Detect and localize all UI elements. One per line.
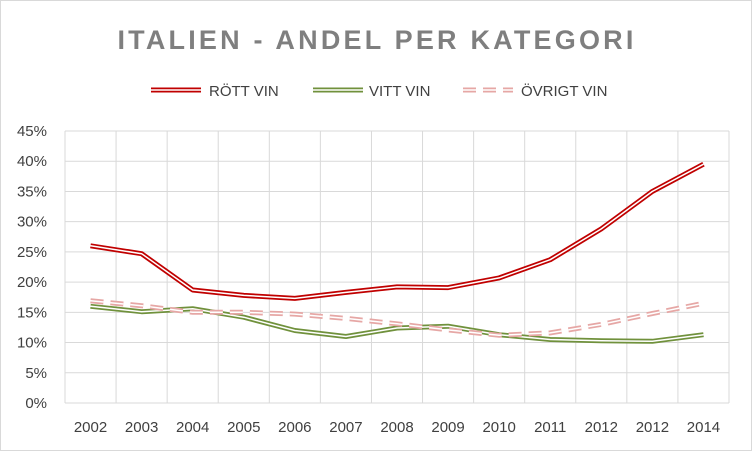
x-tick-label: 2002 bbox=[74, 419, 107, 436]
legend-item: RÖTT VIN bbox=[151, 82, 279, 100]
series-line-core bbox=[90, 163, 704, 300]
y-tick-label: 15% bbox=[17, 304, 47, 321]
series-lines bbox=[90, 161, 705, 344]
x-tick-label: 2014 bbox=[687, 419, 720, 436]
y-tick-label: 45% bbox=[17, 123, 47, 140]
x-tick-label: 2012 bbox=[585, 419, 618, 436]
legend-item: ÖVRIGT VIN bbox=[463, 82, 607, 100]
legend: RÖTT VIN VITT VIN ÖVRIGT VIN bbox=[151, 82, 607, 100]
x-tick-label: 2005 bbox=[227, 419, 260, 436]
grid bbox=[64, 130, 730, 404]
legend-label: ÖVRIGT VIN bbox=[521, 82, 607, 100]
series-2 bbox=[90, 303, 704, 344]
y-tick-label: 10% bbox=[17, 335, 47, 352]
series-3 bbox=[90, 298, 705, 338]
x-tick-label: 2006 bbox=[278, 419, 311, 436]
legend-item: VITT VIN bbox=[313, 83, 430, 100]
x-axis: 2002 2003 2004 2005 2006 2007 2008 2009 2010 2011… bbox=[74, 419, 720, 436]
y-tick-label: 35% bbox=[17, 183, 47, 200]
y-tick-label: 20% bbox=[17, 274, 47, 291]
data-point bbox=[701, 301, 705, 305]
y-axis: 0% 5% 10% 15% 20% 25% 30% 35% 40% 45% bbox=[17, 123, 47, 412]
y-tick-label: 25% bbox=[17, 244, 47, 261]
data-point bbox=[344, 316, 348, 320]
y-tick-label: 40% bbox=[17, 153, 47, 170]
series-line-core bbox=[90, 305, 704, 343]
x-tick-label: 2010 bbox=[482, 419, 515, 436]
y-tick-label: 30% bbox=[17, 214, 47, 231]
legend-label: RÖTT VIN bbox=[209, 82, 279, 100]
legend-label: VITT VIN bbox=[369, 83, 430, 100]
y-tick-label: 5% bbox=[25, 365, 47, 382]
y-tick-label: 0% bbox=[25, 395, 47, 412]
series-1 bbox=[90, 161, 705, 301]
x-tick-label: 2008 bbox=[380, 419, 413, 436]
x-tick-label: 2011 bbox=[534, 419, 566, 436]
x-tick-label: 2009 bbox=[431, 419, 464, 436]
x-tick-label: 2003 bbox=[125, 419, 158, 436]
x-tick-label: 2012 bbox=[636, 419, 669, 436]
chart-title: ITALIEN - ANDEL PER KATEGORI bbox=[117, 25, 636, 55]
x-tick-label: 2007 bbox=[329, 419, 362, 436]
series-line bbox=[90, 161, 705, 301]
series-line-core bbox=[90, 300, 704, 337]
x-tick-label: 2004 bbox=[176, 419, 209, 436]
